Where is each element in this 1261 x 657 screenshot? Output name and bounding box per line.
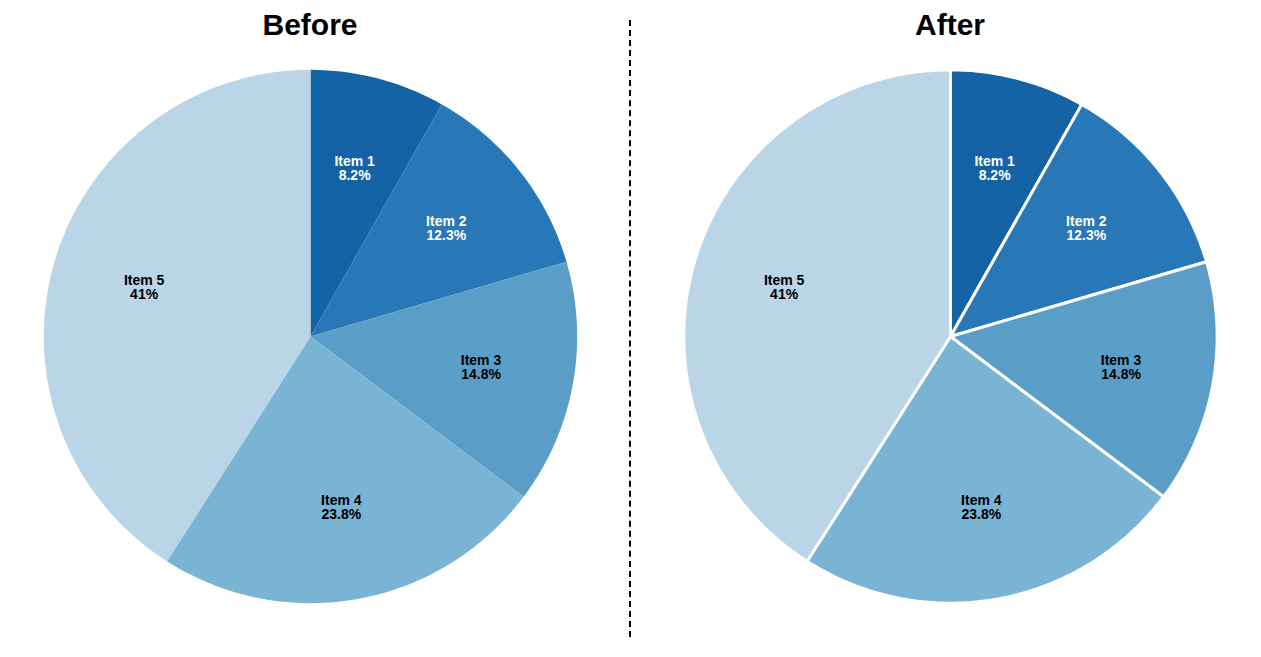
svg-text:Item 423.8%: Item 423.8% — [321, 492, 362, 522]
svg-text:Item 18.2%: Item 18.2% — [974, 153, 1015, 183]
html-text:Before: Before — [262, 8, 358, 41]
svg-text:Item 423.8%: Item 423.8% — [961, 492, 1002, 522]
svg-text:Item 541%: Item 541% — [764, 272, 805, 302]
svg-text:Item 314.8%: Item 314.8% — [1101, 352, 1142, 382]
svg-text:Item 314.8%: Item 314.8% — [461, 352, 502, 382]
svg-text:Item 541%: Item 541% — [124, 272, 165, 302]
html-text:After: After — [915, 8, 985, 41]
svg-text:Item 212.3%: Item 212.3% — [1066, 213, 1107, 243]
svg-text:Item 212.3%: Item 212.3% — [426, 213, 467, 243]
svg-text:Item 18.2%: Item 18.2% — [334, 153, 375, 183]
